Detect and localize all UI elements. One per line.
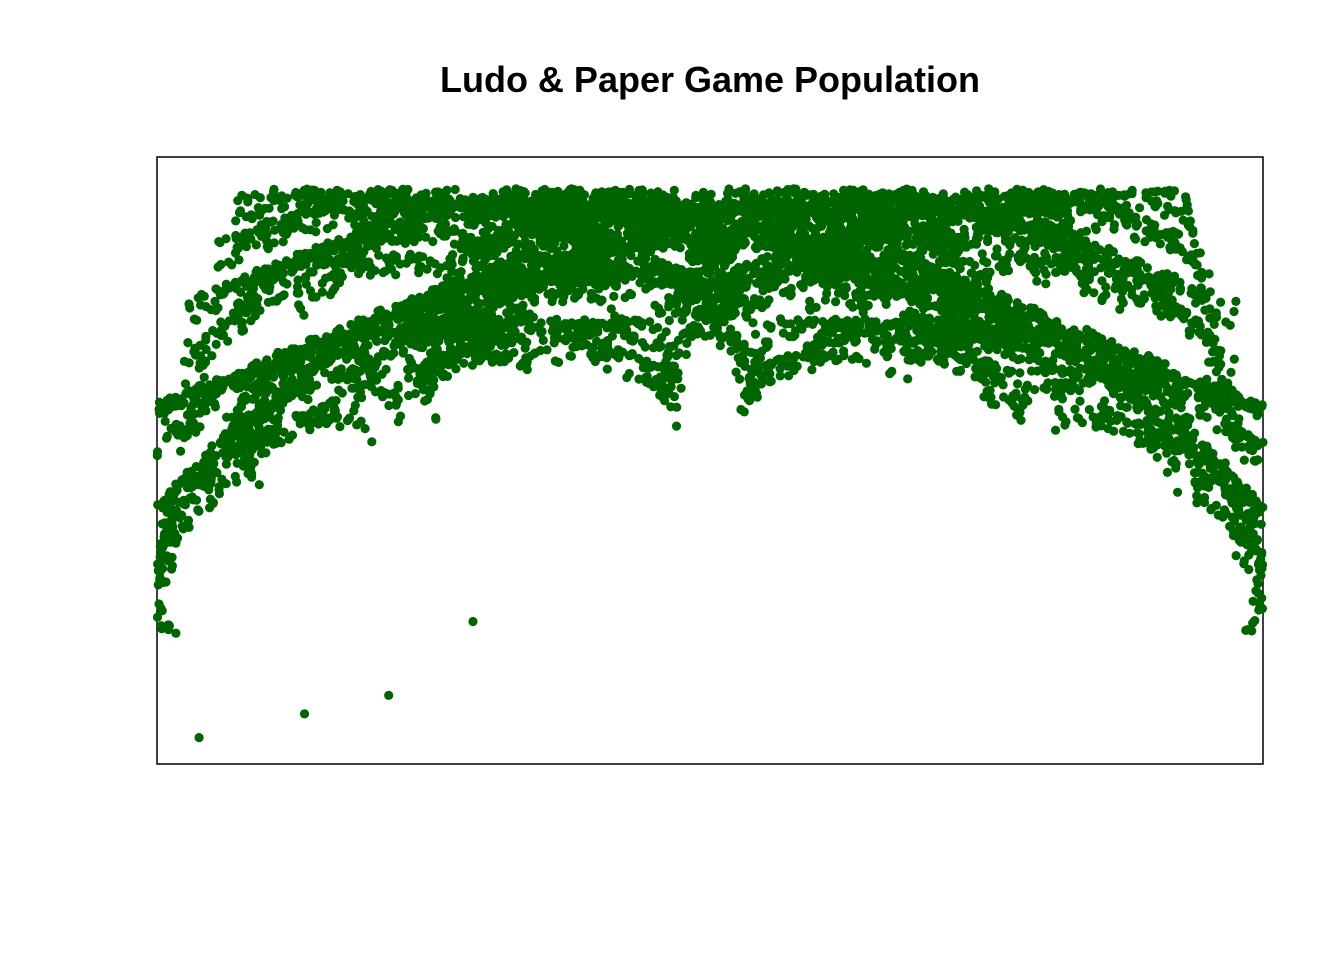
data-point: [1248, 596, 1258, 606]
data-point: [282, 279, 292, 289]
data-point: [162, 433, 172, 443]
data-point: [450, 184, 460, 195]
data-point: [538, 335, 548, 345]
data-point: [232, 242, 242, 252]
data-point: [983, 233, 993, 244]
data-point: [542, 345, 552, 355]
data-point: [194, 733, 204, 743]
data-point: [1142, 263, 1152, 273]
data-point: [213, 262, 223, 272]
data-point: [648, 324, 658, 335]
data-point: [752, 389, 762, 399]
data-point: [1032, 276, 1042, 286]
data-point: [201, 344, 211, 355]
data-point: [872, 338, 882, 348]
data-point: [296, 304, 306, 314]
data-point: [671, 421, 682, 431]
data-point: [176, 446, 186, 456]
data-point: [611, 280, 621, 290]
data-point: [1081, 226, 1091, 236]
data-point: [523, 324, 533, 334]
data-point: [183, 338, 193, 348]
data-point: [676, 383, 686, 393]
data-point: [1162, 448, 1172, 458]
data-point: [421, 232, 431, 242]
data-point: [1054, 407, 1064, 417]
data-point: [1030, 385, 1040, 395]
data-point: [664, 302, 674, 312]
data-point: [171, 628, 181, 638]
data-point: [234, 255, 244, 265]
data-point: [906, 355, 916, 365]
data-point: [372, 336, 382, 346]
data-point: [222, 412, 232, 422]
data-point: [381, 253, 391, 263]
data-point: [775, 364, 785, 374]
data-point: [646, 188, 656, 198]
data-point: [207, 351, 217, 361]
data-point: [1189, 239, 1199, 249]
data-point: [367, 437, 377, 447]
data-point: [609, 291, 619, 301]
chart-title: Ludo & Paper Game Population: [439, 59, 981, 100]
data-point: [211, 339, 221, 349]
data-point: [984, 184, 994, 194]
data-point: [428, 236, 438, 247]
data-point: [410, 389, 420, 399]
data-point: [669, 185, 679, 195]
data-point: [1026, 366, 1037, 376]
data-point: [1070, 404, 1080, 414]
data-point: [1200, 305, 1210, 315]
data-point: [328, 220, 338, 230]
data-point: [280, 202, 290, 212]
data-point: [670, 308, 680, 318]
data-point: [1015, 368, 1025, 378]
data-point: [237, 326, 247, 336]
data-point: [371, 243, 381, 253]
data-point: [682, 338, 692, 348]
data-point: [1008, 352, 1018, 362]
data-point: [1139, 290, 1149, 300]
data-point: [1253, 579, 1263, 589]
data-point: [241, 242, 251, 252]
data-point: [1140, 237, 1150, 247]
data-points: [152, 184, 1268, 743]
data-point: [1212, 425, 1222, 435]
data-point: [179, 356, 189, 366]
data-point: [1013, 379, 1023, 389]
data-point: [160, 416, 170, 426]
data-point: [299, 709, 310, 719]
data-point: [739, 407, 749, 417]
data-point: [201, 302, 211, 312]
data-point: [360, 424, 370, 434]
data-point: [233, 196, 243, 206]
data-point: [831, 297, 841, 307]
data-point: [1254, 605, 1264, 615]
data-point: [416, 262, 426, 272]
data-point: [451, 364, 461, 374]
data-point: [468, 616, 478, 627]
data-point: [1216, 297, 1226, 307]
data-point: [278, 237, 288, 247]
data-point: [231, 216, 241, 226]
data-point: [367, 211, 377, 221]
data-point: [605, 228, 616, 238]
data-point: [384, 690, 394, 701]
data-point: [184, 299, 194, 309]
plot-frame: [156, 156, 1264, 765]
data-point: [264, 203, 274, 213]
data-point: [543, 289, 553, 299]
data-point: [807, 365, 817, 375]
data-point: [188, 495, 198, 505]
data-point: [669, 392, 680, 402]
data-point: [1189, 468, 1200, 478]
data-point: [449, 239, 459, 249]
data-point: [335, 422, 345, 432]
data-point: [750, 329, 761, 339]
data-point: [317, 287, 327, 297]
